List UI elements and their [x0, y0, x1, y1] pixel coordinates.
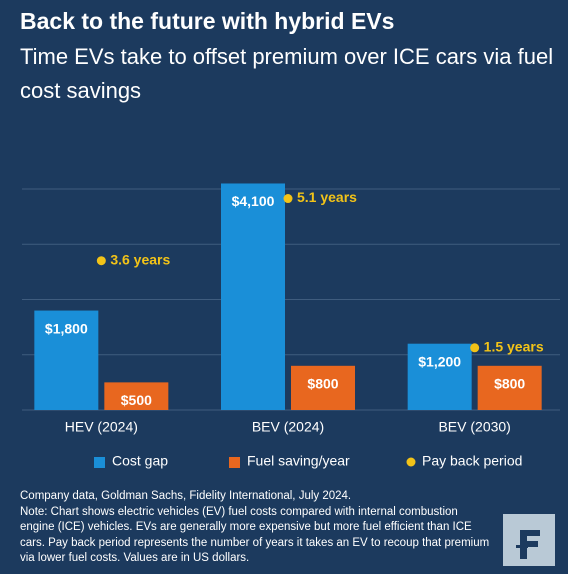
note: Note: Chart shows electric vehicles (EV)…: [20, 505, 490, 565]
x-tick-label: BEV (2024): [252, 419, 324, 435]
bar-value-label: $1,200: [418, 353, 461, 369]
bar: [477, 365, 542, 410]
payback-dot: [470, 343, 480, 353]
bar-value-label: $1,800: [45, 320, 88, 336]
bar-value-label: $500: [121, 392, 152, 408]
bar-value-label: $4,100: [232, 193, 275, 209]
legend-label: Cost gap: [112, 453, 168, 469]
chart-subtitle: Time EVs take to offset premium over ICE…: [20, 44, 554, 103]
legend-swatch: [94, 457, 105, 468]
bar: [104, 382, 169, 410]
logo: [503, 514, 555, 566]
payback-label: 1.5 years: [484, 339, 544, 355]
legend-label: Pay back period: [422, 453, 522, 469]
legend-label: Fuel saving/year: [247, 453, 350, 469]
footnote: Company data, Goldman Sachs, Fidelity In…: [20, 489, 490, 567]
bar: [407, 343, 472, 410]
bar: [34, 310, 99, 410]
x-tick-label: BEV (2030): [438, 419, 510, 435]
bar-value-label: $800: [307, 376, 338, 392]
payback-label: 3.6 years: [110, 251, 170, 267]
payback-dot: [96, 256, 106, 266]
bar: [291, 365, 355, 410]
x-tick-label: HEV (2024): [65, 419, 138, 435]
payback-dot: [283, 194, 293, 204]
legend-swatch: [406, 457, 416, 467]
source: Company data, Goldman Sachs, Fidelity In…: [20, 490, 352, 502]
bar: [221, 183, 285, 410]
payback-label: 5.1 years: [297, 189, 357, 205]
bar-value-label: $800: [494, 376, 525, 392]
legend-swatch: [229, 457, 240, 468]
chart-title: Back to the future with hybrid EVs: [20, 8, 395, 34]
